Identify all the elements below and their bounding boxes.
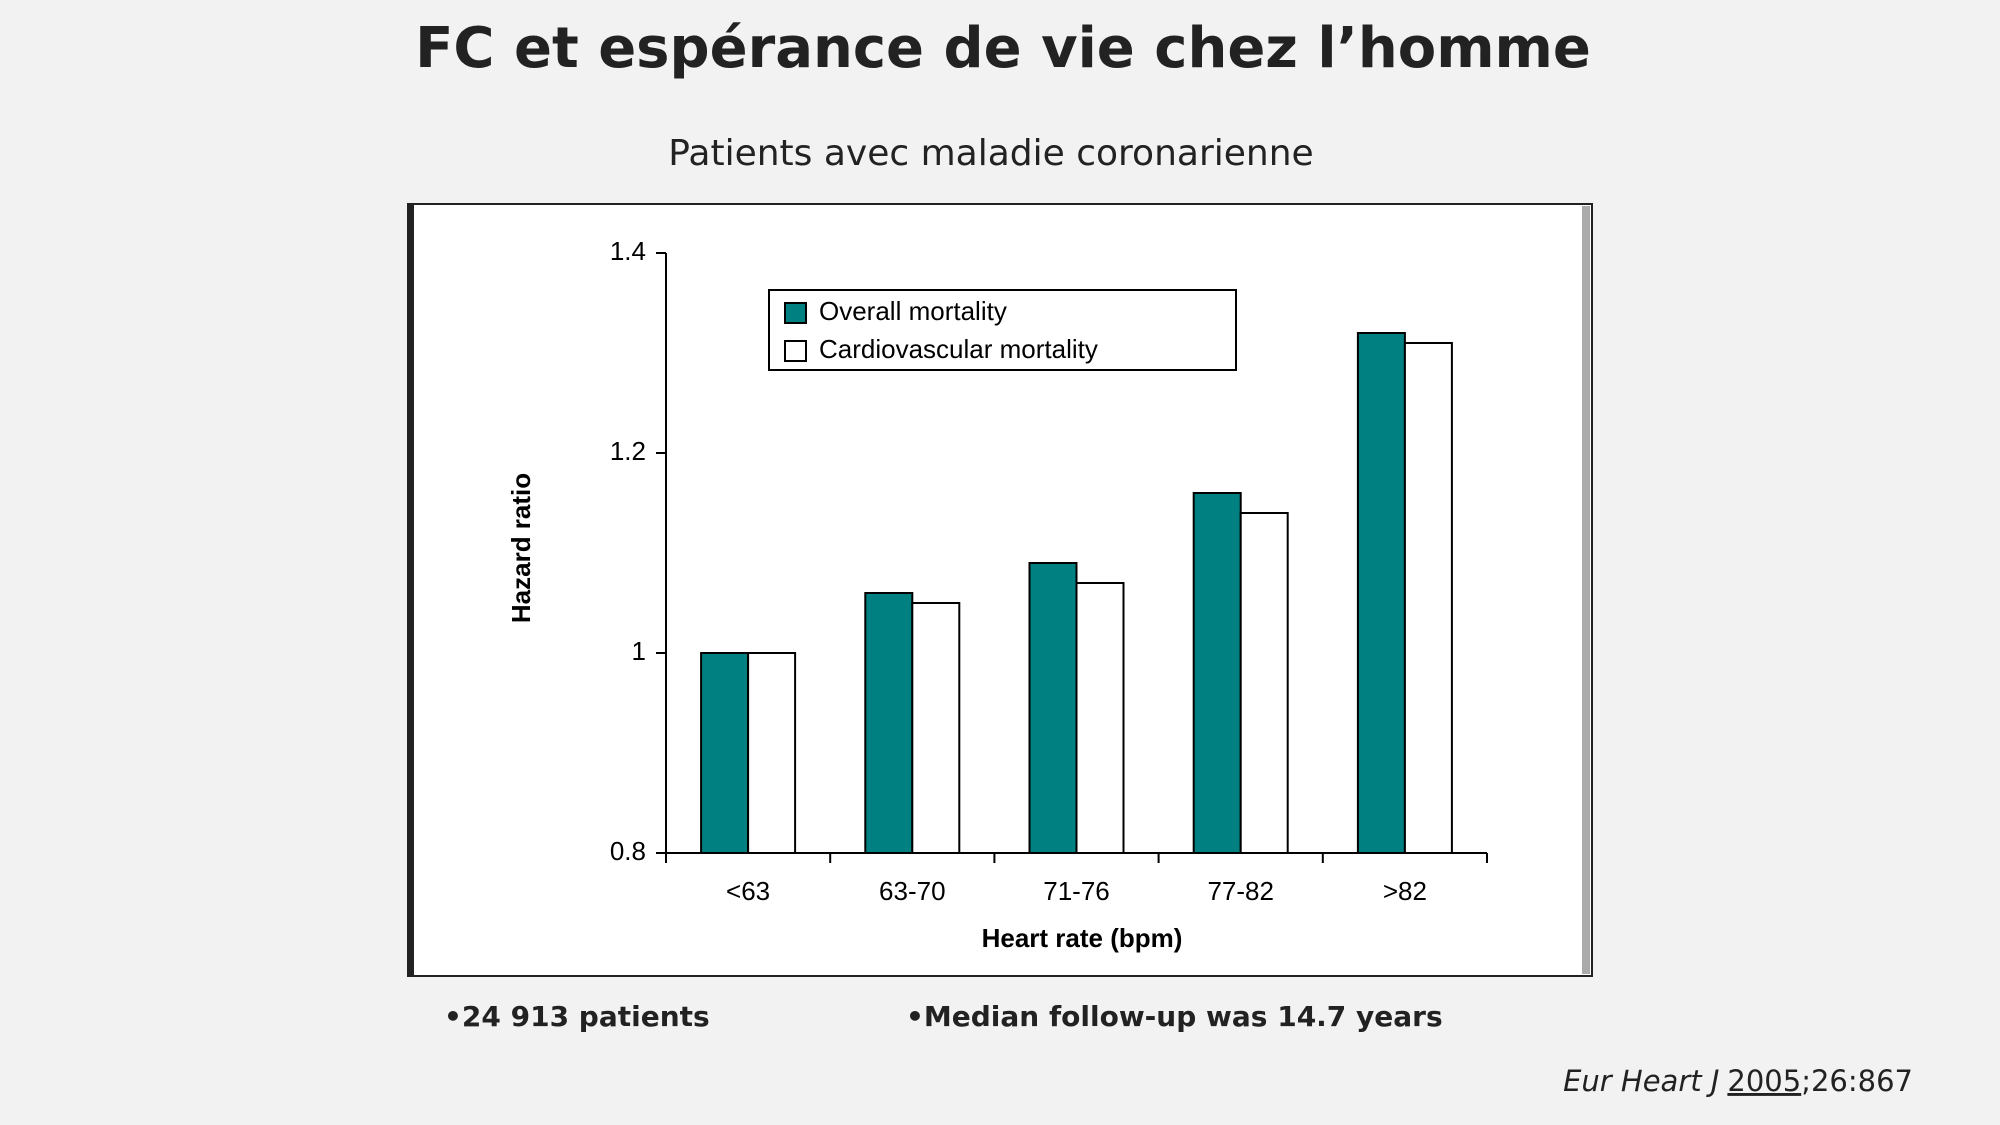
citation-year: 2005 xyxy=(1727,1064,1801,1098)
x-tick-label: 63-70 xyxy=(879,876,946,906)
bar xyxy=(1356,332,1406,854)
bar xyxy=(911,602,961,854)
x-tick-label: <63 xyxy=(726,876,770,906)
bar xyxy=(1075,582,1125,854)
bar xyxy=(1192,492,1242,854)
bar xyxy=(747,652,797,854)
citation: Eur Heart J 2005;26:867 xyxy=(1563,1064,1913,1098)
x-tick-label: 71-76 xyxy=(1043,876,1110,906)
slide-title: FC et espérance de vie chez l’homme xyxy=(415,16,1591,81)
y-axis-label: Hazard ratio xyxy=(506,473,536,623)
frame-edge xyxy=(1582,206,1590,974)
bar xyxy=(1403,342,1453,854)
y-tick-label: 0.8 xyxy=(610,836,646,866)
bar xyxy=(700,652,750,854)
slide-subtitle: Patients avec maladie coronarienne xyxy=(668,133,1313,174)
frame-edge xyxy=(408,204,414,976)
x-tick-label: >82 xyxy=(1383,876,1427,906)
bar xyxy=(1239,512,1289,854)
legend-label: Cardiovascular mortality xyxy=(819,334,1098,364)
legend-label: Overall mortality xyxy=(819,296,1007,326)
legend-swatch xyxy=(784,340,807,362)
legend-swatch xyxy=(784,302,807,324)
legend-box xyxy=(768,289,1237,371)
y-tick-label: 1 xyxy=(632,636,646,666)
x-tick-label: 77-82 xyxy=(1207,876,1274,906)
y-tick-label: 1.4 xyxy=(610,236,646,266)
citation-journal: Eur Heart J xyxy=(1563,1064,1719,1098)
bar xyxy=(864,592,914,854)
y-tick-label: 1.2 xyxy=(610,436,646,466)
note: •Median follow-up was 14.7 years xyxy=(906,1000,1443,1033)
citation-rest: ;26:867 xyxy=(1801,1064,1913,1098)
bar xyxy=(1028,562,1078,854)
x-axis-label: Heart rate (bpm) xyxy=(982,923,1183,953)
note: •24 913 patients xyxy=(444,1000,710,1033)
